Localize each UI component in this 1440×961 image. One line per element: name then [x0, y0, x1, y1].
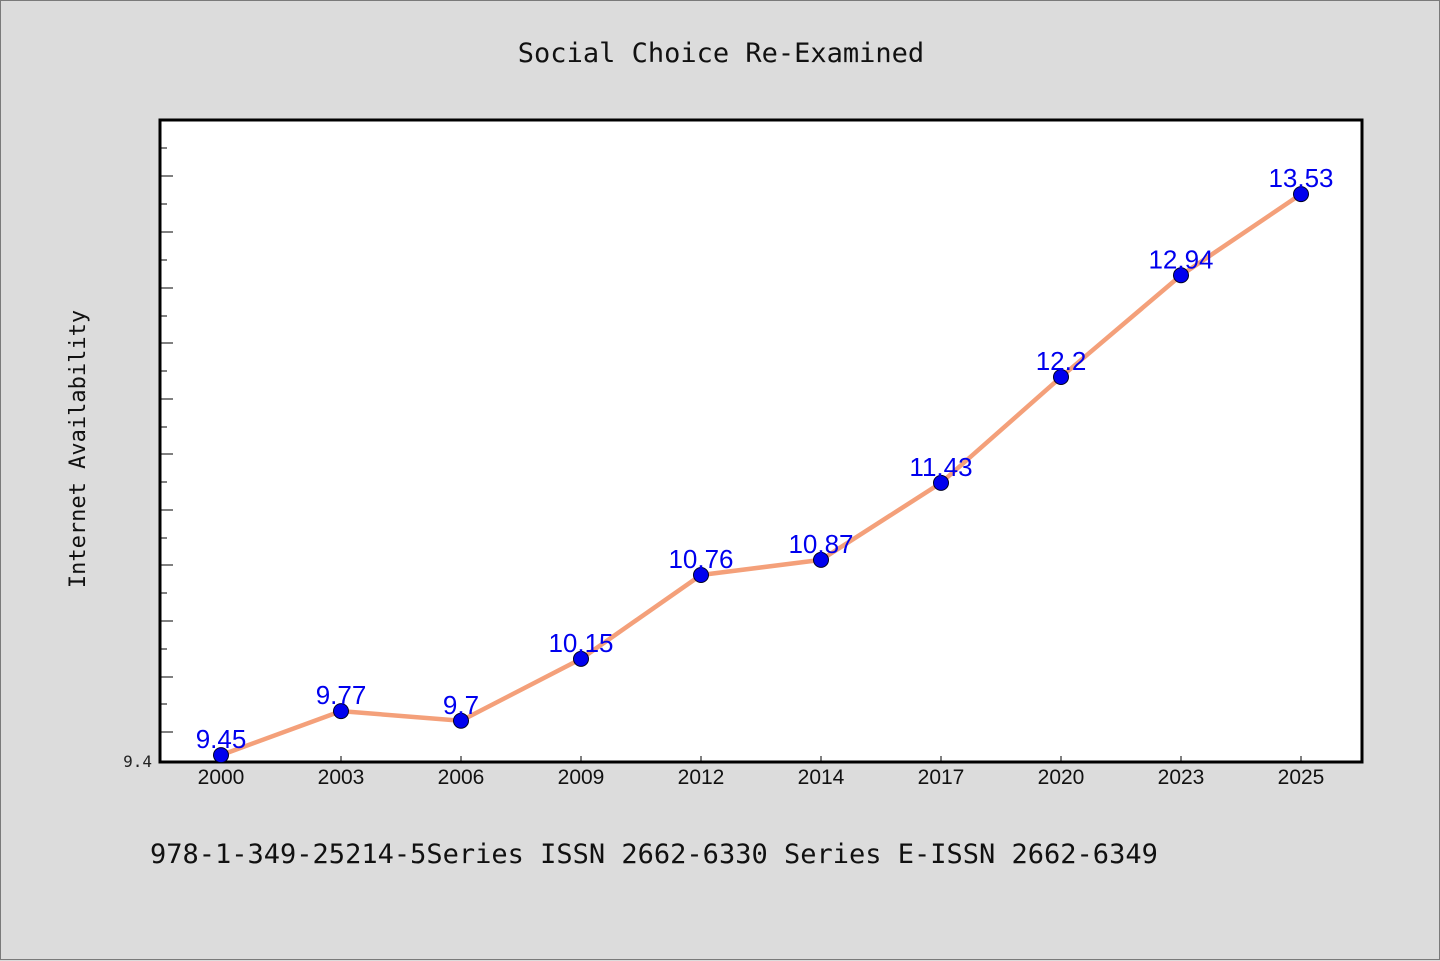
- y-tick-label-min: 9.4: [123, 752, 152, 771]
- x-tick-label: 2003: [318, 766, 365, 789]
- x-tick-label: 2006: [438, 766, 485, 789]
- data-label: 10.15: [548, 628, 613, 658]
- x-tick-label: 2017: [918, 766, 965, 789]
- data-point: [213, 747, 229, 764]
- data-label: 9.7: [443, 690, 479, 720]
- data-label: 9.45: [196, 724, 247, 754]
- y-axis-label: Internet Availability: [66, 310, 91, 588]
- x-tick-label: 2023: [1158, 766, 1205, 789]
- series-1: 9.45 9.77 9.7 10.15 10.76 10.87 11.43 12.2 12.94…: [196, 163, 1334, 764]
- x-tick-label: 2020: [1038, 766, 1085, 789]
- data-label: 11.43: [909, 452, 972, 482]
- data-point: [1173, 267, 1189, 284]
- data-point: [453, 712, 469, 729]
- data-point: [1053, 369, 1069, 385]
- data-point: [1293, 186, 1309, 203]
- chart-title: Social Choice Re-Examined: [518, 38, 924, 69]
- series-line: [218, 191, 1304, 758]
- x-tick-label: 2009: [558, 766, 605, 789]
- data-point: [693, 567, 709, 583]
- data-label: 12.2: [1036, 346, 1087, 376]
- data-label: 9.77: [316, 680, 367, 710]
- data-point: [813, 551, 829, 568]
- x-tick-label: 2014: [798, 766, 845, 789]
- data-label: 12.94: [1148, 244, 1213, 274]
- footer-isbn-issn: 978-1-349-25214-5Series ISSN 2662-6330 S…: [150, 839, 1158, 870]
- data-point: [333, 703, 349, 720]
- x-tick-label: 2025: [1278, 766, 1325, 789]
- data-point: [573, 650, 589, 667]
- data-label: 10.87: [788, 529, 853, 559]
- x-tick-label: 2012: [678, 766, 725, 789]
- y-axis-ticks: [160, 147, 173, 733]
- plot-area: [158, 118, 1364, 764]
- data-point: [933, 474, 949, 491]
- data-label: 10.76: [668, 544, 733, 574]
- data-label: 13.53: [1268, 163, 1333, 193]
- x-tick-label: 2000: [198, 766, 245, 789]
